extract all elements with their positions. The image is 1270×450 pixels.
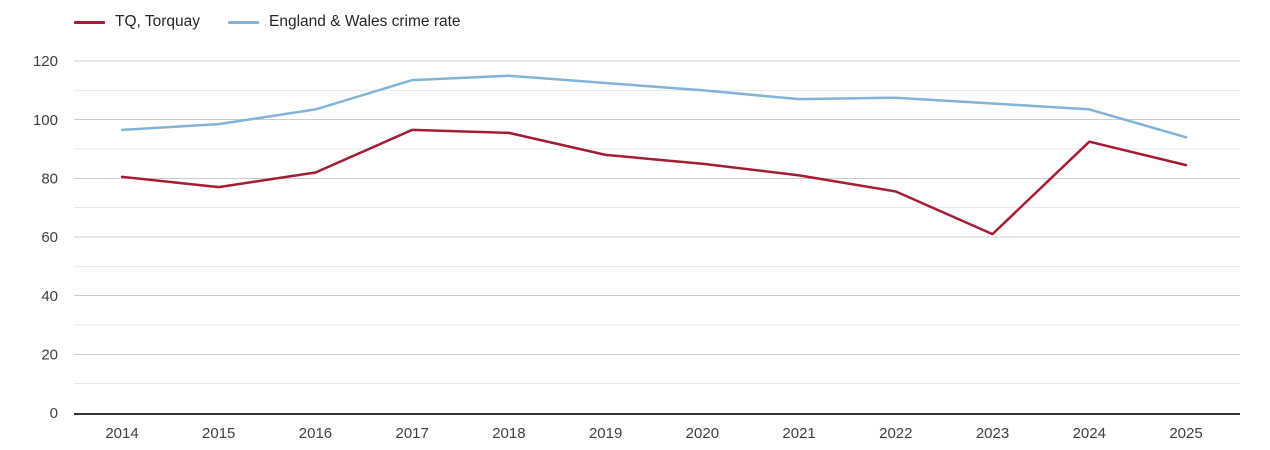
- x-axis-label-2020: 2020: [686, 425, 719, 442]
- x-axis-label-2018: 2018: [492, 425, 525, 442]
- legend-item-tq-torquay[interactable]: TQ, Torquay: [74, 13, 200, 31]
- legend-item-england-wales[interactable]: England & Wales crime rate: [228, 13, 461, 31]
- legend-line-swatch-ew: [228, 20, 260, 24]
- y-axis-label-100: 100: [33, 112, 58, 129]
- x-axis-label-2019: 2019: [589, 425, 622, 442]
- y-axis-label-0: 0: [50, 405, 58, 422]
- x-axis-label-2014: 2014: [105, 425, 138, 442]
- series-line-england-wales-crime-rate: [120, 74, 1188, 139]
- legend-label-tq: TQ, Torquay: [115, 13, 201, 30]
- x-axis-label-2016: 2016: [299, 425, 332, 442]
- y-axis-label-40: 40: [41, 288, 58, 305]
- legend-line-swatch-tq: [74, 20, 105, 24]
- y-axis-label-20: 20: [41, 346, 58, 363]
- series-line-tq-torquay: [120, 128, 1188, 236]
- legend-label-ew: England & Wales crime rate: [269, 13, 461, 30]
- x-axis-label-2023: 2023: [976, 425, 1009, 442]
- x-axis-label-2025: 2025: [1169, 425, 1202, 442]
- y-axis-label-60: 60: [41, 229, 58, 246]
- y-axis-label-120: 120: [33, 53, 58, 70]
- x-axis-label-2021: 2021: [782, 425, 815, 442]
- x-axis-label-2022: 2022: [879, 425, 912, 442]
- y-axis-label-80: 80: [41, 170, 58, 187]
- x-axis-label-2017: 2017: [395, 425, 428, 442]
- x-axis-label-2015: 2015: [202, 425, 235, 442]
- chart-legend: TQ, Torquay England & Wales crime rate: [74, 13, 461, 31]
- x-axis-label-2024: 2024: [1073, 425, 1106, 442]
